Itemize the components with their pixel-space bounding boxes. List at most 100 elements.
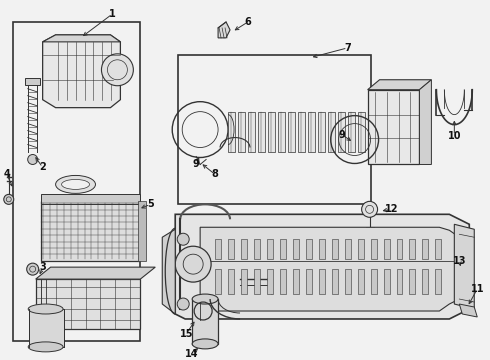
Polygon shape bbox=[332, 269, 338, 294]
Polygon shape bbox=[162, 229, 175, 314]
Text: 6: 6 bbox=[245, 17, 251, 27]
Bar bbox=[318, 112, 325, 152]
Polygon shape bbox=[396, 269, 402, 294]
Polygon shape bbox=[368, 90, 419, 165]
Polygon shape bbox=[254, 269, 260, 294]
Bar bbox=[288, 112, 295, 152]
Polygon shape bbox=[306, 269, 312, 294]
Circle shape bbox=[28, 154, 38, 165]
Polygon shape bbox=[344, 239, 351, 259]
Text: 11: 11 bbox=[470, 284, 484, 294]
Text: 1: 1 bbox=[109, 9, 116, 19]
Bar bbox=[228, 112, 235, 152]
Circle shape bbox=[4, 194, 14, 204]
Bar bbox=[348, 112, 355, 152]
Bar bbox=[298, 112, 305, 152]
Ellipse shape bbox=[62, 179, 90, 189]
Polygon shape bbox=[215, 269, 221, 294]
Polygon shape bbox=[344, 269, 351, 294]
Polygon shape bbox=[280, 239, 286, 259]
Polygon shape bbox=[436, 239, 441, 259]
Polygon shape bbox=[192, 299, 218, 344]
Polygon shape bbox=[332, 239, 338, 259]
Polygon shape bbox=[384, 269, 390, 294]
Polygon shape bbox=[36, 279, 140, 329]
Ellipse shape bbox=[55, 175, 96, 193]
Circle shape bbox=[177, 233, 189, 245]
Circle shape bbox=[362, 201, 378, 217]
Polygon shape bbox=[267, 269, 273, 294]
Ellipse shape bbox=[28, 342, 63, 352]
Bar bbox=[258, 112, 265, 152]
Text: 2: 2 bbox=[39, 162, 46, 172]
Text: 15: 15 bbox=[179, 329, 193, 339]
Polygon shape bbox=[228, 269, 234, 294]
Polygon shape bbox=[36, 267, 155, 279]
Polygon shape bbox=[436, 269, 441, 294]
Circle shape bbox=[175, 246, 211, 282]
Text: 5: 5 bbox=[147, 199, 154, 210]
Polygon shape bbox=[254, 239, 260, 259]
Text: 10: 10 bbox=[447, 131, 461, 140]
Polygon shape bbox=[459, 304, 477, 317]
Polygon shape bbox=[43, 35, 121, 42]
Bar bbox=[328, 112, 335, 152]
Bar bbox=[358, 112, 365, 152]
Polygon shape bbox=[200, 227, 459, 311]
Text: 14: 14 bbox=[185, 349, 199, 359]
Ellipse shape bbox=[192, 339, 218, 349]
Bar bbox=[41, 194, 140, 204]
Bar bbox=[29, 309, 64, 347]
Circle shape bbox=[26, 263, 39, 275]
Polygon shape bbox=[396, 239, 402, 259]
Circle shape bbox=[101, 54, 133, 86]
Polygon shape bbox=[215, 239, 221, 259]
Polygon shape bbox=[319, 239, 325, 259]
Polygon shape bbox=[422, 269, 428, 294]
Text: 7: 7 bbox=[344, 43, 351, 53]
Bar bbox=[268, 112, 275, 152]
Bar bbox=[13, 22, 140, 341]
Bar bbox=[24, 78, 40, 85]
Polygon shape bbox=[241, 239, 247, 259]
Bar bbox=[308, 112, 315, 152]
Polygon shape bbox=[384, 239, 390, 259]
Ellipse shape bbox=[28, 304, 63, 314]
Polygon shape bbox=[43, 35, 121, 108]
Text: 4: 4 bbox=[3, 170, 10, 179]
Polygon shape bbox=[410, 269, 416, 294]
Polygon shape bbox=[370, 239, 377, 259]
Polygon shape bbox=[306, 239, 312, 259]
Polygon shape bbox=[293, 269, 299, 294]
Bar bbox=[278, 112, 285, 152]
Polygon shape bbox=[454, 224, 474, 309]
Text: 9: 9 bbox=[338, 130, 345, 140]
Polygon shape bbox=[410, 239, 416, 259]
Bar bbox=[238, 112, 245, 152]
Polygon shape bbox=[368, 80, 431, 90]
Bar bbox=[138, 201, 147, 261]
Text: 3: 3 bbox=[39, 262, 46, 272]
Polygon shape bbox=[358, 239, 364, 259]
Bar bbox=[41, 201, 140, 261]
Text: 9: 9 bbox=[193, 159, 199, 170]
Text: 12: 12 bbox=[385, 204, 398, 214]
Polygon shape bbox=[419, 80, 431, 165]
Polygon shape bbox=[175, 214, 469, 319]
Polygon shape bbox=[293, 239, 299, 259]
Text: 8: 8 bbox=[212, 170, 219, 179]
Bar bbox=[178, 55, 370, 204]
Ellipse shape bbox=[192, 294, 218, 304]
Polygon shape bbox=[319, 269, 325, 294]
Polygon shape bbox=[422, 239, 428, 259]
Polygon shape bbox=[280, 269, 286, 294]
Polygon shape bbox=[241, 269, 247, 294]
Polygon shape bbox=[358, 269, 364, 294]
Bar bbox=[338, 112, 344, 152]
Polygon shape bbox=[370, 269, 377, 294]
Polygon shape bbox=[228, 239, 234, 259]
Polygon shape bbox=[267, 239, 273, 259]
Polygon shape bbox=[218, 22, 230, 38]
Bar bbox=[248, 112, 255, 152]
Circle shape bbox=[177, 298, 189, 310]
